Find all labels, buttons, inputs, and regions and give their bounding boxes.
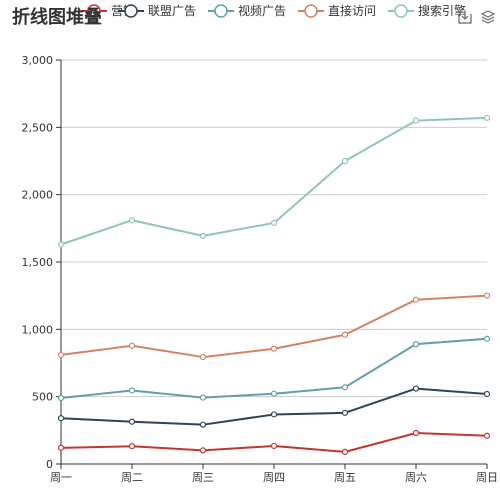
data-point[interactable] [412, 341, 420, 348]
legend-label: 联盟广告 [148, 4, 196, 18]
series-1 [57, 385, 491, 428]
data-point[interactable] [199, 394, 207, 401]
y-tick-label: 500 [32, 391, 53, 404]
save-as-image-icon[interactable] [458, 10, 472, 24]
x-tick-label: 周五 [334, 471, 356, 484]
legend-item[interactable]: 联盟广告 [118, 4, 196, 18]
legend-label: 视频广告 [238, 3, 286, 18]
data-point[interactable] [341, 157, 349, 165]
series-0 [57, 429, 491, 455]
data-point[interactable] [57, 351, 65, 359]
legend-label: 直接访问 [328, 3, 376, 18]
x-tick-label: 周一 [50, 471, 72, 484]
data-point[interactable] [128, 418, 136, 425]
data-point[interactable] [199, 353, 207, 361]
data-point[interactable] [128, 443, 136, 450]
data-point[interactable] [412, 385, 420, 392]
legend-label: 搜索引擎 [418, 3, 466, 18]
x-tick-label: 周四 [263, 471, 285, 484]
data-point[interactable] [199, 447, 207, 454]
data-point[interactable] [483, 335, 491, 342]
x-tick-label: 周二 [121, 471, 143, 484]
data-point[interactable] [341, 448, 349, 455]
data-point[interactable] [270, 442, 278, 450]
legend-item[interactable]: 直接访问 [298, 3, 376, 18]
y-tick-label: 2,000 [22, 189, 54, 202]
series-3 [57, 292, 491, 361]
data-point[interactable] [341, 384, 349, 391]
chart-title: 折线图堆叠 [12, 7, 102, 28]
data-point[interactable] [270, 219, 278, 227]
data-point[interactable] [270, 345, 278, 352]
data-point[interactable] [341, 331, 349, 338]
data-point[interactable] [483, 292, 491, 299]
data-point[interactable] [270, 411, 278, 418]
data-point[interactable] [128, 342, 136, 349]
data-point[interactable] [341, 409, 349, 416]
data-point[interactable] [270, 390, 278, 397]
legend-symbol [87, 4, 101, 18]
y-tick-label: 2,500 [22, 121, 54, 134]
legend-item[interactable]: 视频广告 [208, 3, 286, 18]
data-point[interactable] [483, 432, 491, 439]
data-point[interactable] [57, 444, 65, 451]
data-point[interactable] [128, 387, 136, 394]
x-tick-label: 周三 [192, 471, 214, 484]
data-point[interactable] [483, 390, 491, 398]
series-4 [57, 114, 491, 248]
data-point[interactable] [57, 415, 65, 422]
legend-symbol [124, 4, 138, 18]
legend-symbol [304, 4, 318, 18]
data-point[interactable] [57, 394, 65, 402]
data-point[interactable] [483, 114, 491, 122]
data-point[interactable] [412, 296, 420, 303]
x-tick-label: 周日 [476, 471, 498, 484]
data-point[interactable] [412, 117, 420, 124]
data-point[interactable] [199, 232, 207, 239]
data-point[interactable] [128, 217, 136, 224]
layers-icon[interactable] [481, 10, 495, 24]
legend-symbol [214, 4, 228, 18]
series-2 [57, 335, 491, 402]
data-point[interactable] [57, 241, 65, 248]
x-tick-label: 周六 [405, 471, 427, 484]
data-point[interactable] [412, 429, 420, 437]
data-point[interactable] [199, 421, 207, 428]
legend-symbol [394, 4, 408, 18]
legend-item[interactable]: 搜索引擎 [388, 3, 466, 18]
y-tick-label: 0 [46, 458, 53, 471]
y-tick-label: 3,000 [22, 54, 54, 67]
y-tick-label: 1,500 [22, 256, 54, 269]
y-tick-label: 1,000 [22, 323, 54, 336]
